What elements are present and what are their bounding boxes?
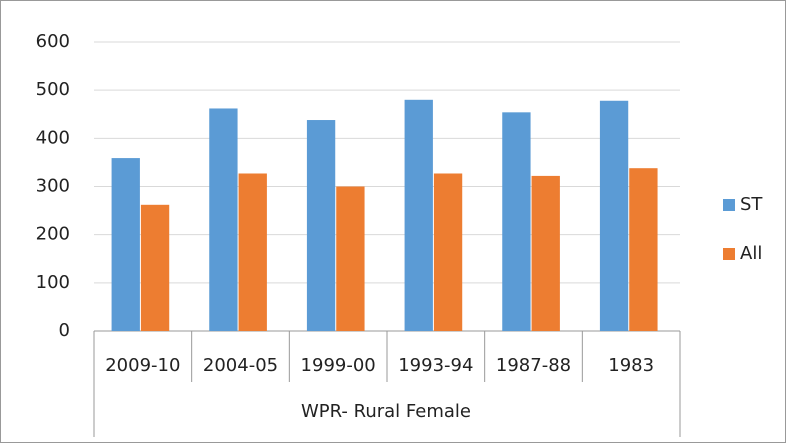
bar — [111, 158, 140, 331]
bar — [433, 173, 463, 331]
bar — [502, 112, 531, 331]
bar — [238, 173, 267, 331]
bar — [306, 120, 336, 331]
y-tick-label: 600 — [36, 31, 70, 52]
y-tick-label: 0 — [59, 320, 70, 341]
x-tick-label: 1999-00 — [301, 355, 376, 376]
legend-label: All — [740, 243, 762, 264]
y-tick-label: 500 — [36, 79, 70, 100]
x-tick-label: 2004-05 — [203, 355, 278, 376]
x-tick-label: 2009-10 — [105, 355, 180, 376]
bar — [531, 175, 560, 331]
y-tick-label: 200 — [36, 224, 70, 245]
bar — [629, 168, 658, 331]
x-tick-label: 1993-94 — [398, 355, 473, 376]
bar — [404, 99, 433, 331]
y-tick-label: 400 — [36, 127, 70, 148]
x-axis-title: WPR- Rural Female — [301, 401, 471, 422]
bar — [209, 108, 238, 331]
bar — [140, 204, 170, 331]
y-tick-label: 100 — [36, 272, 70, 293]
legend-swatch — [723, 199, 735, 211]
legend-label: ST — [740, 194, 763, 215]
x-tick-label: 1987-88 — [496, 355, 571, 376]
x-tick-label: 1983 — [608, 355, 654, 376]
y-tick-label: 300 — [36, 176, 70, 197]
legend-swatch — [723, 248, 735, 260]
bar — [336, 186, 365, 331]
bar — [599, 100, 629, 331]
